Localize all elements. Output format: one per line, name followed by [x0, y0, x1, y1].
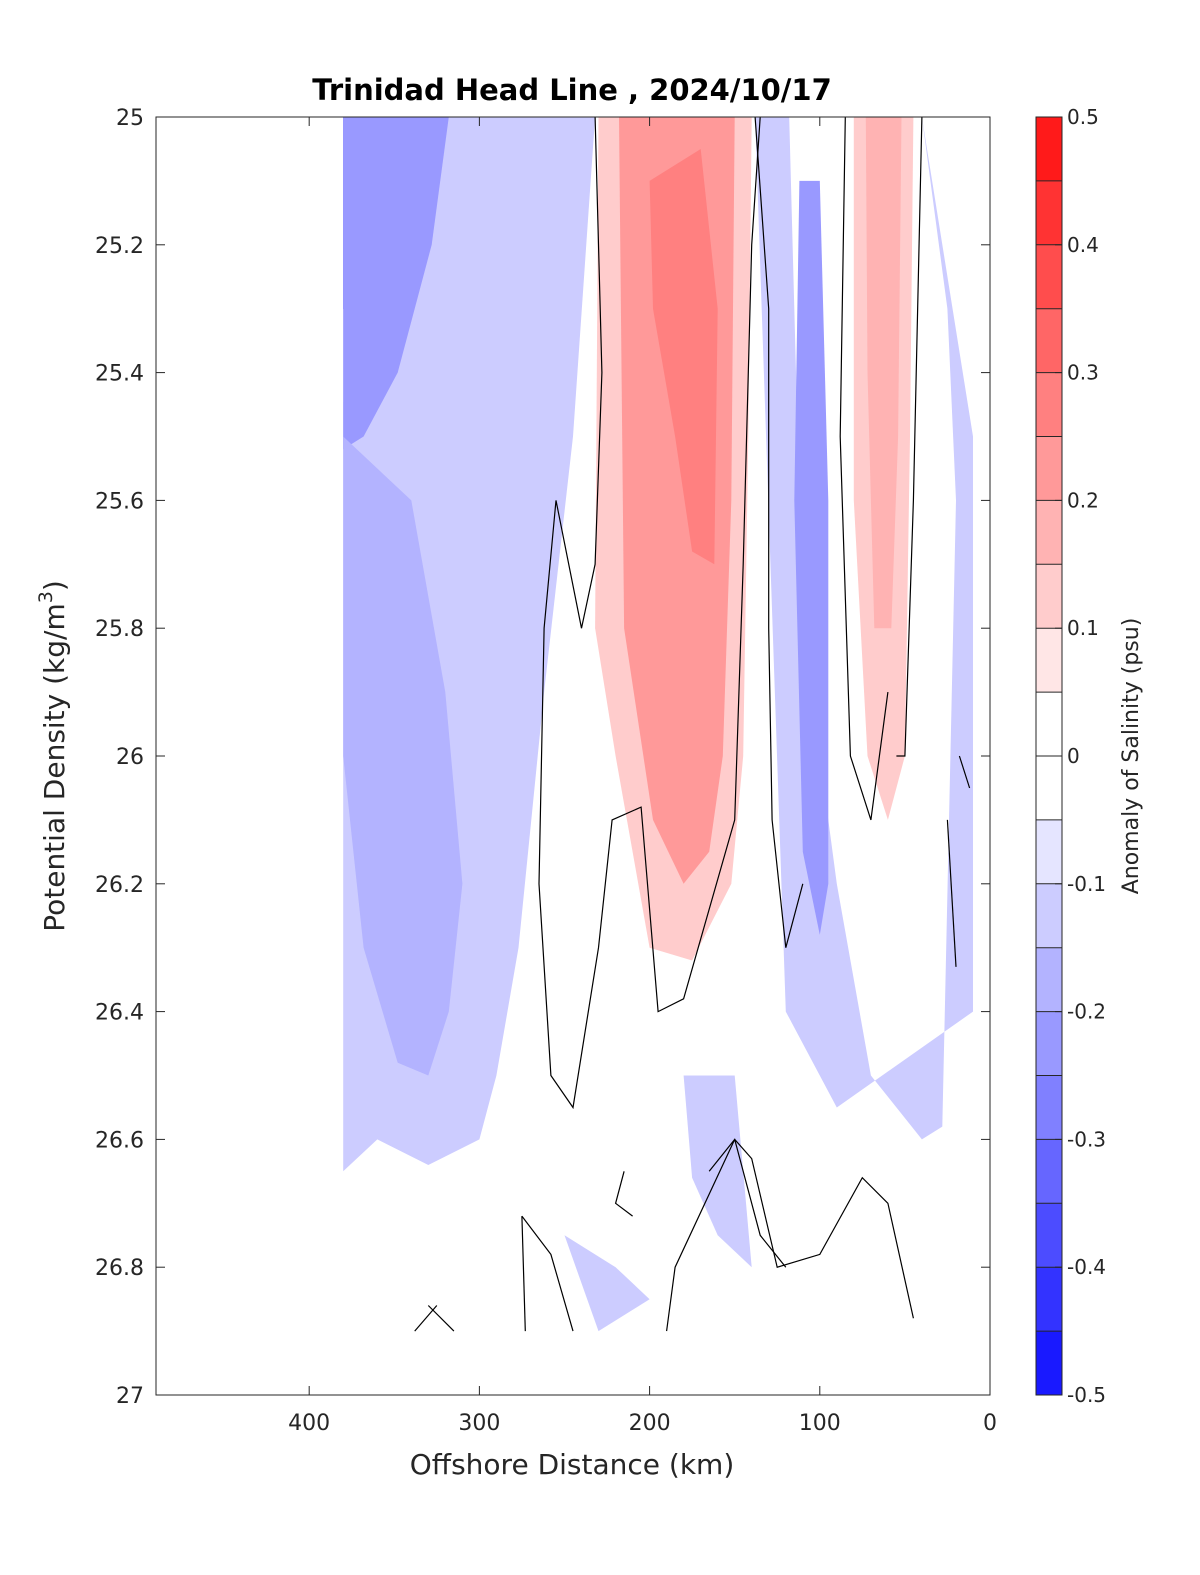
colorbar-tick-label-0.1: 0.1	[1067, 616, 1099, 640]
colorbar-level-19	[1036, 1331, 1062, 1396]
colorbar-tick-label-0.5: 0.5	[1067, 105, 1099, 129]
x-tick-label-100: 100	[799, 1411, 841, 1436]
colorbar-level-12	[1036, 883, 1062, 949]
region-deep-negative-patch	[564, 1235, 650, 1332]
colorbar-tick-label--0.1: -0.1	[1067, 872, 1106, 896]
colorbar-level-3	[1036, 308, 1062, 374]
zero-contour-0	[538, 117, 761, 1110]
colorbar-level-6	[1036, 500, 1062, 565]
zero-contour-3	[896, 117, 923, 757]
y-tick-label-25.6: 25.6	[95, 489, 144, 514]
zero-contour-7	[734, 1139, 914, 1319]
colorbar-level-8	[1036, 628, 1062, 693]
colorbar-tick-label--0.3: -0.3	[1067, 1127, 1106, 1151]
y-axis-ticks: 25 25.2 25.4 25.6 25.8 26 26.2 26.4 26.6 26.8 27	[95, 106, 990, 1409]
colorbar-level-15	[1036, 1075, 1062, 1140]
colorbar-level-14	[1036, 1011, 1062, 1076]
zero-contour-layer	[414, 117, 971, 1332]
y-tick-label-25: 25	[116, 106, 144, 131]
zero-contour-8	[708, 1138, 787, 1268]
colorbar-level-2	[1036, 244, 1062, 310]
colorbar-tick-label--0.5: -0.5	[1067, 1383, 1106, 1407]
y-axis-title-end: )	[38, 580, 71, 591]
colorbar-level-17	[1036, 1203, 1062, 1268]
colorbar-tick-label--0.2: -0.2	[1067, 1000, 1106, 1024]
y-tick-label-25.4: 25.4	[95, 362, 144, 387]
zero-contour-4	[614, 1171, 633, 1217]
y-tick-label-26.4: 26.4	[95, 1001, 144, 1026]
zero-contour-5	[521, 1215, 574, 1332]
y-tick-label-26: 26	[116, 745, 144, 770]
colorbar-level-11	[1036, 819, 1062, 885]
y-tick-label-25.8: 25.8	[95, 617, 144, 642]
zero-contour-2	[839, 117, 889, 821]
colorbar-tick-label-0.2: 0.2	[1067, 488, 1099, 512]
zero-contour-6	[521, 1216, 526, 1332]
chart-title: Trinidad Head Line , 2024/10/17	[312, 73, 832, 107]
colorbar-level-10	[1036, 756, 1062, 821]
region-shelf-negative-patch	[683, 1075, 752, 1268]
zero-contour-12	[946, 819, 957, 967]
colorbar-title: Anomaly of Salinity (psu)	[1119, 618, 1144, 895]
colorbar-level-0	[1036, 117, 1062, 182]
y-tick-label-26.8: 26.8	[95, 1256, 144, 1281]
y-axis-title-main: Potential Density (kg/m	[38, 603, 71, 932]
zero-contour-1	[754, 117, 804, 948]
zero-contour-10	[414, 1305, 438, 1332]
x-tick-label-200: 200	[629, 1411, 671, 1436]
x-tick-label-0: 0	[983, 1411, 997, 1436]
colorbar-ticks: 0.5 0.4 0.3 0.2 0.1 0 -0.1 -0.2 -0.3 -0.4 -0.5	[1036, 105, 1106, 1407]
y-axis-title-superscript: 3	[35, 591, 57, 603]
y-tick-label-25.2: 25.2	[95, 234, 144, 259]
colorbar-level-13	[1036, 947, 1062, 1013]
region-offshore-weak-negative	[343, 436, 463, 1076]
colorbar-level-4	[1036, 372, 1062, 437]
colorbar-tick-label--0.4: -0.4	[1067, 1255, 1106, 1279]
zero-contour-13	[666, 1139, 736, 1332]
x-axis-ticks: 400 300 200 100 0	[288, 117, 997, 1436]
colorbar-level-18	[1036, 1267, 1062, 1332]
y-axis-title: Potential Density (kg/m3)	[35, 580, 71, 932]
y-tick-label-26.6: 26.6	[95, 1128, 144, 1153]
colorbar-level-9	[1036, 692, 1062, 757]
region-central-positive-core	[649, 149, 718, 565]
region-offshore-minimum-halo	[343, 117, 449, 450]
y-tick-label-27: 27	[116, 1384, 144, 1409]
colorbar-tick-label-0.3: 0.3	[1067, 361, 1099, 385]
x-axis-title: Offshore Distance (km)	[410, 1448, 735, 1481]
region-nearshore-negative-core	[794, 180, 829, 935]
colorbar-tick-label-0.4: 0.4	[1067, 233, 1099, 257]
colorbar-level-5	[1036, 436, 1062, 501]
colorbar-level-16	[1036, 1139, 1062, 1204]
colorbar	[1036, 117, 1062, 1396]
y-tick-label-26.2: 26.2	[95, 873, 144, 898]
colorbar-tick-label-0: 0	[1067, 744, 1080, 768]
colorbar-level-7	[1036, 564, 1062, 629]
region-nearshore-positive-core	[865, 117, 902, 629]
x-tick-label-400: 400	[288, 1411, 330, 1436]
x-tick-label-300: 300	[458, 1411, 500, 1436]
colorbar-level-1	[1036, 180, 1062, 246]
salinity-anomaly-fill-layer	[343, 117, 973, 1332]
zero-contour-11	[958, 755, 971, 789]
